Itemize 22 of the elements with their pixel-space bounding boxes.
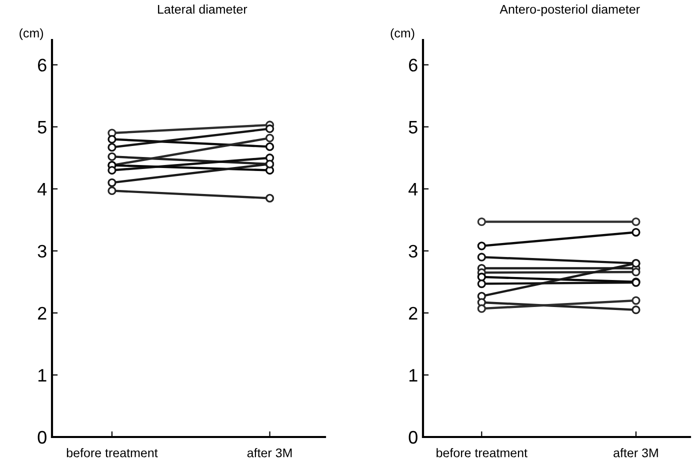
y-tick-label: 2 bbox=[409, 306, 418, 320]
chart-title: Antero-posteriol diameter bbox=[500, 4, 640, 16]
y-tick-label: 5 bbox=[408, 120, 418, 134]
y-tick-label: 5 bbox=[38, 120, 46, 134]
y-tick-label: 2 bbox=[38, 306, 46, 320]
x-tick-label: after 3M bbox=[247, 448, 292, 458]
x-tick-label: before treatment bbox=[66, 448, 158, 458]
y-tick-label: 4 bbox=[38, 182, 47, 196]
y-tick-label: 6 bbox=[38, 58, 46, 72]
y-axis-title: (cm) bbox=[20, 28, 44, 40]
y-tick-label: 3 bbox=[38, 244, 46, 258]
y-axis-title: (cm) bbox=[390, 28, 414, 40]
y-tick-label: 0 bbox=[408, 430, 418, 444]
y-tick-label: 1 bbox=[38, 369, 46, 382]
y-tick-label: 1 bbox=[409, 369, 418, 382]
chart-title: Lateral diameter bbox=[158, 4, 248, 14]
y-tick-label: 0 bbox=[38, 430, 46, 444]
y-tick-label: 4 bbox=[408, 182, 418, 196]
x-tick-label: after 3M bbox=[614, 448, 658, 458]
y-tick-label: 3 bbox=[408, 244, 418, 258]
y-tick-label: 6 bbox=[409, 58, 418, 72]
x-tick-label: before treatment bbox=[436, 448, 528, 458]
